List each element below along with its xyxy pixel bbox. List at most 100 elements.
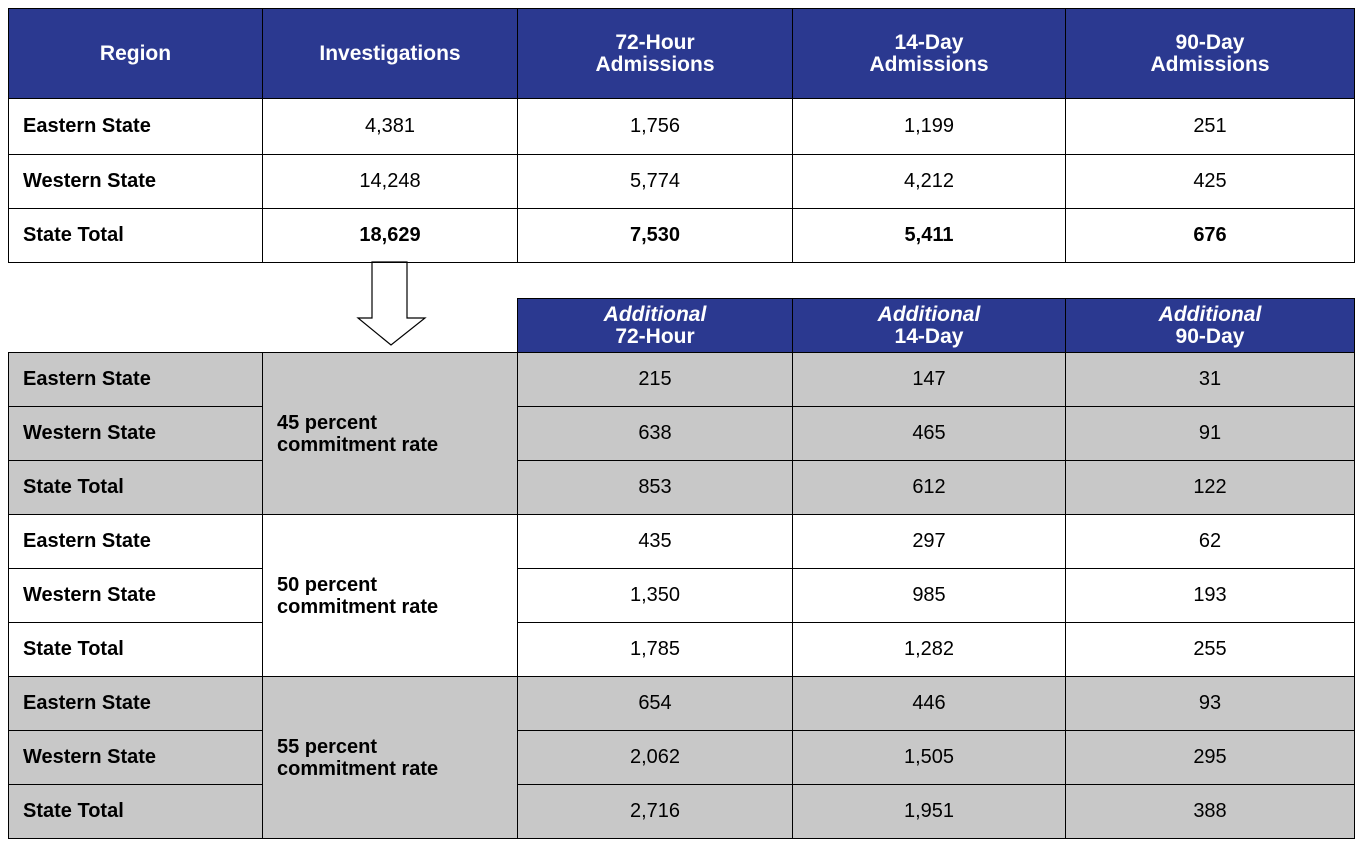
cell-text: State Total <box>23 224 124 246</box>
value-cell: 251 <box>1065 98 1355 155</box>
header-cell: 14-Day Admissions <box>792 8 1066 99</box>
value-cell: 1,350 <box>517 568 793 623</box>
cell-text: 14-Day <box>894 324 964 348</box>
value-cell: 638 <box>517 406 793 461</box>
value-cell: 1,951 <box>792 784 1066 839</box>
cell-text: 2,716 <box>629 800 681 822</box>
cell-text: 654 <box>638 692 672 714</box>
row-label: State Total <box>8 208 263 263</box>
header-cell: 72-Hour Admissions <box>517 8 793 99</box>
value-cell: 193 <box>1065 568 1355 623</box>
cell-text: 55 percent <box>277 735 378 758</box>
cell-text: Investigations <box>319 41 461 65</box>
value-cell: 215 <box>517 352 793 407</box>
row-label: Western State <box>8 406 263 461</box>
cell-text: Western State <box>23 422 157 444</box>
cell-text: Eastern State <box>23 115 151 137</box>
cell-text: 7,530 <box>629 224 681 246</box>
value-cell: 612 <box>792 460 1066 515</box>
cell-text: 1,785 <box>629 638 681 660</box>
down-arrow <box>356 261 427 346</box>
cell-text: Western State <box>23 584 157 606</box>
row-label: Eastern State <box>8 676 263 731</box>
cell-text: 465 <box>912 422 946 444</box>
cell-text: 147 <box>912 368 946 390</box>
cell-text: 93 <box>1198 692 1222 714</box>
value-cell: 5,411 <box>792 208 1066 263</box>
row-label: Western State <box>8 730 263 785</box>
header-cell: Additional 72-Hour <box>517 298 793 353</box>
cell-text: State Total <box>23 638 124 660</box>
cell-text: 45 percent <box>277 411 378 434</box>
cell-text: Eastern State <box>23 692 151 714</box>
cell-text: 435 <box>638 530 672 552</box>
value-cell: 1,785 <box>517 622 793 677</box>
cell-text: 446 <box>912 692 946 714</box>
cell-text: Western State <box>23 170 157 192</box>
row-label: State Total <box>8 784 263 839</box>
value-cell: 435 <box>517 514 793 569</box>
cell-text: 31 <box>1198 368 1222 390</box>
value-cell: 676 <box>1065 208 1355 263</box>
cell-text: commitment rate <box>277 595 439 618</box>
cell-text: 14-Day <box>894 30 964 54</box>
value-cell: 91 <box>1065 406 1355 461</box>
header-cell: Region <box>8 8 263 99</box>
value-cell: 18,629 <box>262 208 518 263</box>
group-label: 50 percent commitment rate <box>262 514 518 677</box>
value-cell: 4,212 <box>792 154 1066 209</box>
cell-text: State Total <box>23 800 124 822</box>
row-label: Eastern State <box>8 352 263 407</box>
value-cell: 31 <box>1065 352 1355 407</box>
cell-text: 5,774 <box>629 170 681 192</box>
cell-text: 122 <box>1193 476 1227 498</box>
value-cell: 122 <box>1065 460 1355 515</box>
row-label: Western State <box>8 154 263 209</box>
cell-text: 14,248 <box>359 170 421 192</box>
cell-text: 2,062 <box>629 746 681 768</box>
cell-text: 90-Day <box>1175 324 1245 348</box>
cell-text: 612 <box>912 476 946 498</box>
cell-text: 638 <box>638 422 672 444</box>
row-label: State Total <box>8 622 263 677</box>
cell-text: Eastern State <box>23 368 151 390</box>
cell-text: Additional <box>1158 302 1262 326</box>
value-cell: 2,062 <box>517 730 793 785</box>
group-label: 45 percent commitment rate <box>262 352 518 515</box>
cell-text: Admissions <box>1150 52 1270 76</box>
header-cell: Investigations <box>262 8 518 99</box>
cell-text: 295 <box>1193 746 1227 768</box>
cell-text: 388 <box>1193 800 1227 822</box>
cell-text: 425 <box>1193 170 1227 192</box>
cell-text: 90-Day <box>1175 30 1245 54</box>
header-cell: Additional 90-Day <box>1065 298 1355 353</box>
value-cell: 1,199 <box>792 98 1066 155</box>
cell-text: Region <box>99 41 172 65</box>
cell-text: Additional <box>877 302 981 326</box>
value-cell: 446 <box>792 676 1066 731</box>
cell-text: 1,756 <box>629 115 681 137</box>
row-label: Eastern State <box>8 514 263 569</box>
cell-text: Admissions <box>869 52 989 76</box>
cell-text: 853 <box>638 476 672 498</box>
value-cell: 14,248 <box>262 154 518 209</box>
value-cell: 147 <box>792 352 1066 407</box>
value-cell: 295 <box>1065 730 1355 785</box>
cell-text: 1,951 <box>903 800 955 822</box>
cell-text: 4,381 <box>364 115 416 137</box>
cell-text: Western State <box>23 746 157 768</box>
value-cell: 465 <box>792 406 1066 461</box>
value-cell: 4,381 <box>262 98 518 155</box>
cell-text: 5,411 <box>904 224 954 246</box>
cell-text: 251 <box>1193 115 1227 137</box>
cell-text: 18,629 <box>359 224 421 246</box>
value-cell: 1,282 <box>792 622 1066 677</box>
value-cell: 985 <box>792 568 1066 623</box>
value-cell: 62 <box>1065 514 1355 569</box>
cell-text: Admissions <box>595 52 715 76</box>
value-cell: 93 <box>1065 676 1355 731</box>
cell-text: 1,505 <box>903 746 955 768</box>
header-cell: 90-Day Admissions <box>1065 8 1355 99</box>
